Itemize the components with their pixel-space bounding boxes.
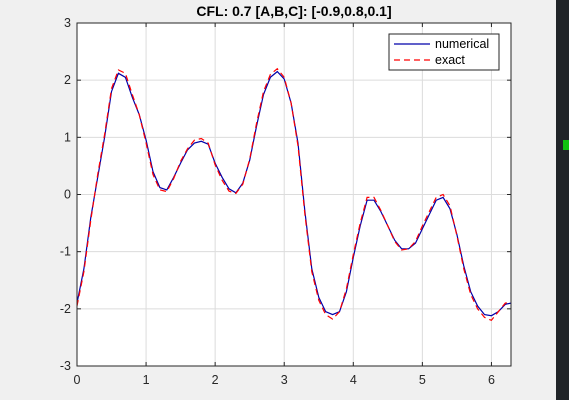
figure-window: CFL: 0.7 [A,B,C]: [-0.9,0.8,0.1] 0 1 2 3 4 5 6… bbox=[0, 0, 556, 400]
background-terminal bbox=[0, 400, 569, 416]
x-tick-label-0: 0 bbox=[74, 373, 81, 387]
y-tick-label-0: -3 bbox=[60, 359, 71, 373]
y-tick-label-3: 0 bbox=[64, 188, 71, 202]
y-tick-label-1: -2 bbox=[60, 302, 71, 316]
background-window-edge bbox=[555, 0, 569, 416]
line-chart: CFL: 0.7 [A,B,C]: [-0.9,0.8,0.1] 0 1 2 3 4 5 6… bbox=[0, 0, 556, 400]
chart-title: CFL: 0.7 [A,B,C]: [-0.9,0.8,0.1] bbox=[196, 3, 391, 19]
y-tick-label-5: 2 bbox=[64, 73, 71, 87]
x-tick-label-2: 2 bbox=[212, 373, 219, 387]
y-tick-label-6: 3 bbox=[64, 16, 71, 30]
x-tick-label-1: 1 bbox=[143, 373, 150, 387]
background-indicator bbox=[563, 140, 569, 150]
x-tick-label-3: 3 bbox=[281, 373, 288, 387]
x-tick-label-6: 6 bbox=[488, 373, 495, 387]
legend-label-exact: exact bbox=[435, 53, 465, 67]
x-tick-label-5: 5 bbox=[419, 373, 426, 387]
legend: numerical exact bbox=[389, 34, 499, 70]
legend-label-numerical: numerical bbox=[435, 37, 489, 51]
x-tick-label-4: 4 bbox=[350, 373, 357, 387]
y-tick-label-4: 1 bbox=[64, 130, 71, 144]
y-tick-label-2: -1 bbox=[60, 245, 71, 259]
